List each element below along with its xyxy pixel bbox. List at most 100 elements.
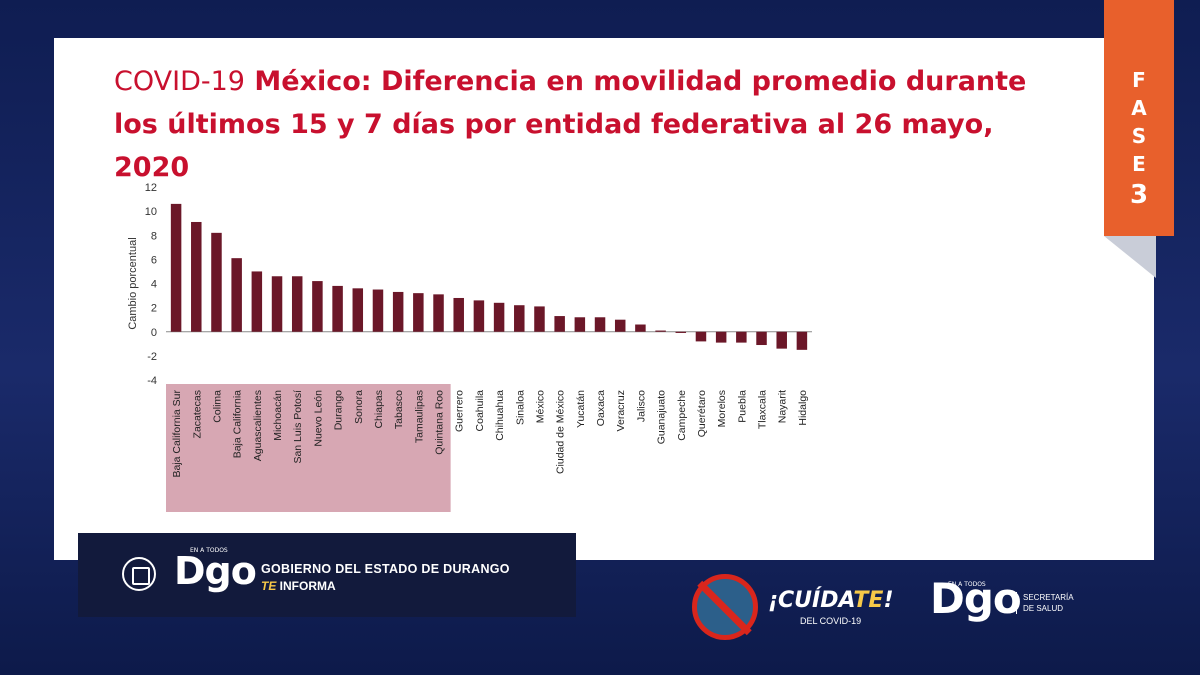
y-tick-label: -4 [147, 375, 157, 387]
te-word: TE [261, 579, 277, 593]
category-label: Jalisco [635, 390, 647, 422]
footer-gobierno: EN A TODOS Dgo GOBIERNO DEL ESTADO DE DU… [78, 533, 576, 617]
category-label: Hidalgo [797, 390, 809, 426]
category-label: Morelos [716, 390, 728, 427]
bar [554, 316, 565, 332]
bar [211, 232, 222, 332]
category-label: Michoacán [272, 390, 284, 441]
no-virus-icon [692, 574, 758, 640]
bar [493, 302, 505, 332]
secretaria-salud: SECRETARÍA DE SALUD [1016, 592, 1074, 614]
cuidate-te: TE [853, 588, 884, 613]
bar [453, 297, 464, 332]
category-label: Veracruz [615, 390, 627, 431]
fase-letter: A [1131, 96, 1147, 120]
bar [473, 300, 485, 332]
bar [251, 271, 263, 332]
bar [332, 285, 343, 332]
bar [675, 331, 687, 333]
bar [413, 293, 424, 332]
bar [514, 305, 525, 332]
category-label: Guerrero [454, 390, 466, 432]
category-label: Chiapas [373, 390, 385, 429]
dgo-right-tagline: EN A TODOS [948, 581, 986, 588]
category-label: Durango [333, 390, 345, 430]
bar [534, 306, 545, 332]
durango-seal-icon [122, 557, 156, 591]
secretaria-line-2: DE SALUD [1023, 604, 1064, 613]
category-label: Tamaulipas [413, 390, 425, 443]
category-label: Baja California Sur [171, 390, 183, 478]
category-label: Aguascalientes [252, 390, 264, 461]
del-covid-text: DEL COVID-19 [800, 616, 862, 626]
bar [191, 221, 202, 332]
category-label: México [534, 390, 546, 423]
category-label: Oaxaca [595, 390, 607, 426]
bar [796, 331, 808, 350]
y-tick-label: 0 [151, 327, 157, 339]
bar [433, 294, 444, 332]
bar [392, 291, 404, 332]
bar [655, 330, 666, 332]
category-label: Yucatán [575, 390, 587, 428]
y-tick-label: 2 [151, 303, 157, 315]
bar [756, 331, 767, 346]
bar [170, 203, 182, 332]
fase-letter: F [1132, 68, 1146, 92]
y-tick-label: 12 [145, 182, 157, 194]
category-label: Puebla [736, 390, 748, 423]
bar [695, 331, 707, 342]
fase-number: 3 [1129, 180, 1149, 210]
category-label: Baja California [232, 390, 244, 458]
category-label: Zacatecas [191, 390, 203, 438]
bar [594, 317, 606, 332]
bar [776, 331, 787, 349]
fase-letter: E [1132, 152, 1146, 176]
category-label: Ciudad de México [555, 390, 567, 474]
category-label: San Luis Potosí [292, 390, 304, 464]
y-tick-label: 8 [151, 230, 157, 242]
slide-title: COVID-19 México: Diferencia en movilidad… [114, 60, 1074, 189]
category-label: Nayarit [777, 390, 789, 423]
bar [635, 324, 646, 332]
bar [352, 288, 364, 332]
bar [614, 319, 626, 332]
y-tick-label: 10 [145, 206, 157, 218]
gobierno-text: GOBIERNO DEL ESTADO DE DURANGO [261, 562, 510, 576]
dgo-logo: Dgo [174, 549, 257, 593]
dgo-tagline: EN A TODOS [190, 547, 228, 554]
bar [574, 317, 586, 332]
secretaria-line-1: SECRETARÍA [1023, 593, 1074, 602]
title-main: México: Diferencia en movilidad promedio… [244, 66, 1027, 97]
bar [271, 276, 283, 332]
informa-word: INFORMA [276, 579, 336, 593]
category-label: Guanajuato [656, 390, 668, 444]
category-label: Sinaloa [514, 390, 526, 425]
category-label: Tabasco [393, 390, 405, 429]
bar [715, 331, 727, 343]
cuidate-main: ¡CUÍDA [768, 588, 854, 613]
category-label: Nuevo León [312, 390, 324, 447]
cuidate-logo: ¡CUÍDATE! [768, 588, 894, 613]
category-label: Colima [211, 390, 223, 423]
title-prefix: COVID-19 [114, 66, 245, 97]
dgo-salud-logo: Dgo [930, 574, 1022, 623]
bar [372, 289, 384, 332]
title-line-2: los últimos 15 y 7 días por entidad fede… [114, 109, 994, 183]
bar [736, 331, 747, 343]
y-tick-label: 6 [151, 254, 157, 266]
category-label: Tlaxcala [757, 390, 769, 429]
category-label: Querétaro [696, 390, 708, 437]
fase-banner-fold [1104, 236, 1156, 278]
category-label: Chihuahua [494, 390, 506, 441]
category-label: Campeche [676, 390, 688, 441]
cuidate-campaign: ¡CUÍDATE! DEL COVID-19 [692, 572, 902, 642]
fase-letter: S [1131, 124, 1147, 148]
bar [312, 281, 323, 332]
te-informa: TE INFORMA [261, 579, 336, 593]
y-tick-label: -2 [147, 351, 157, 363]
category-label: Quintana Roo [434, 390, 446, 455]
highlight-band [166, 384, 451, 512]
